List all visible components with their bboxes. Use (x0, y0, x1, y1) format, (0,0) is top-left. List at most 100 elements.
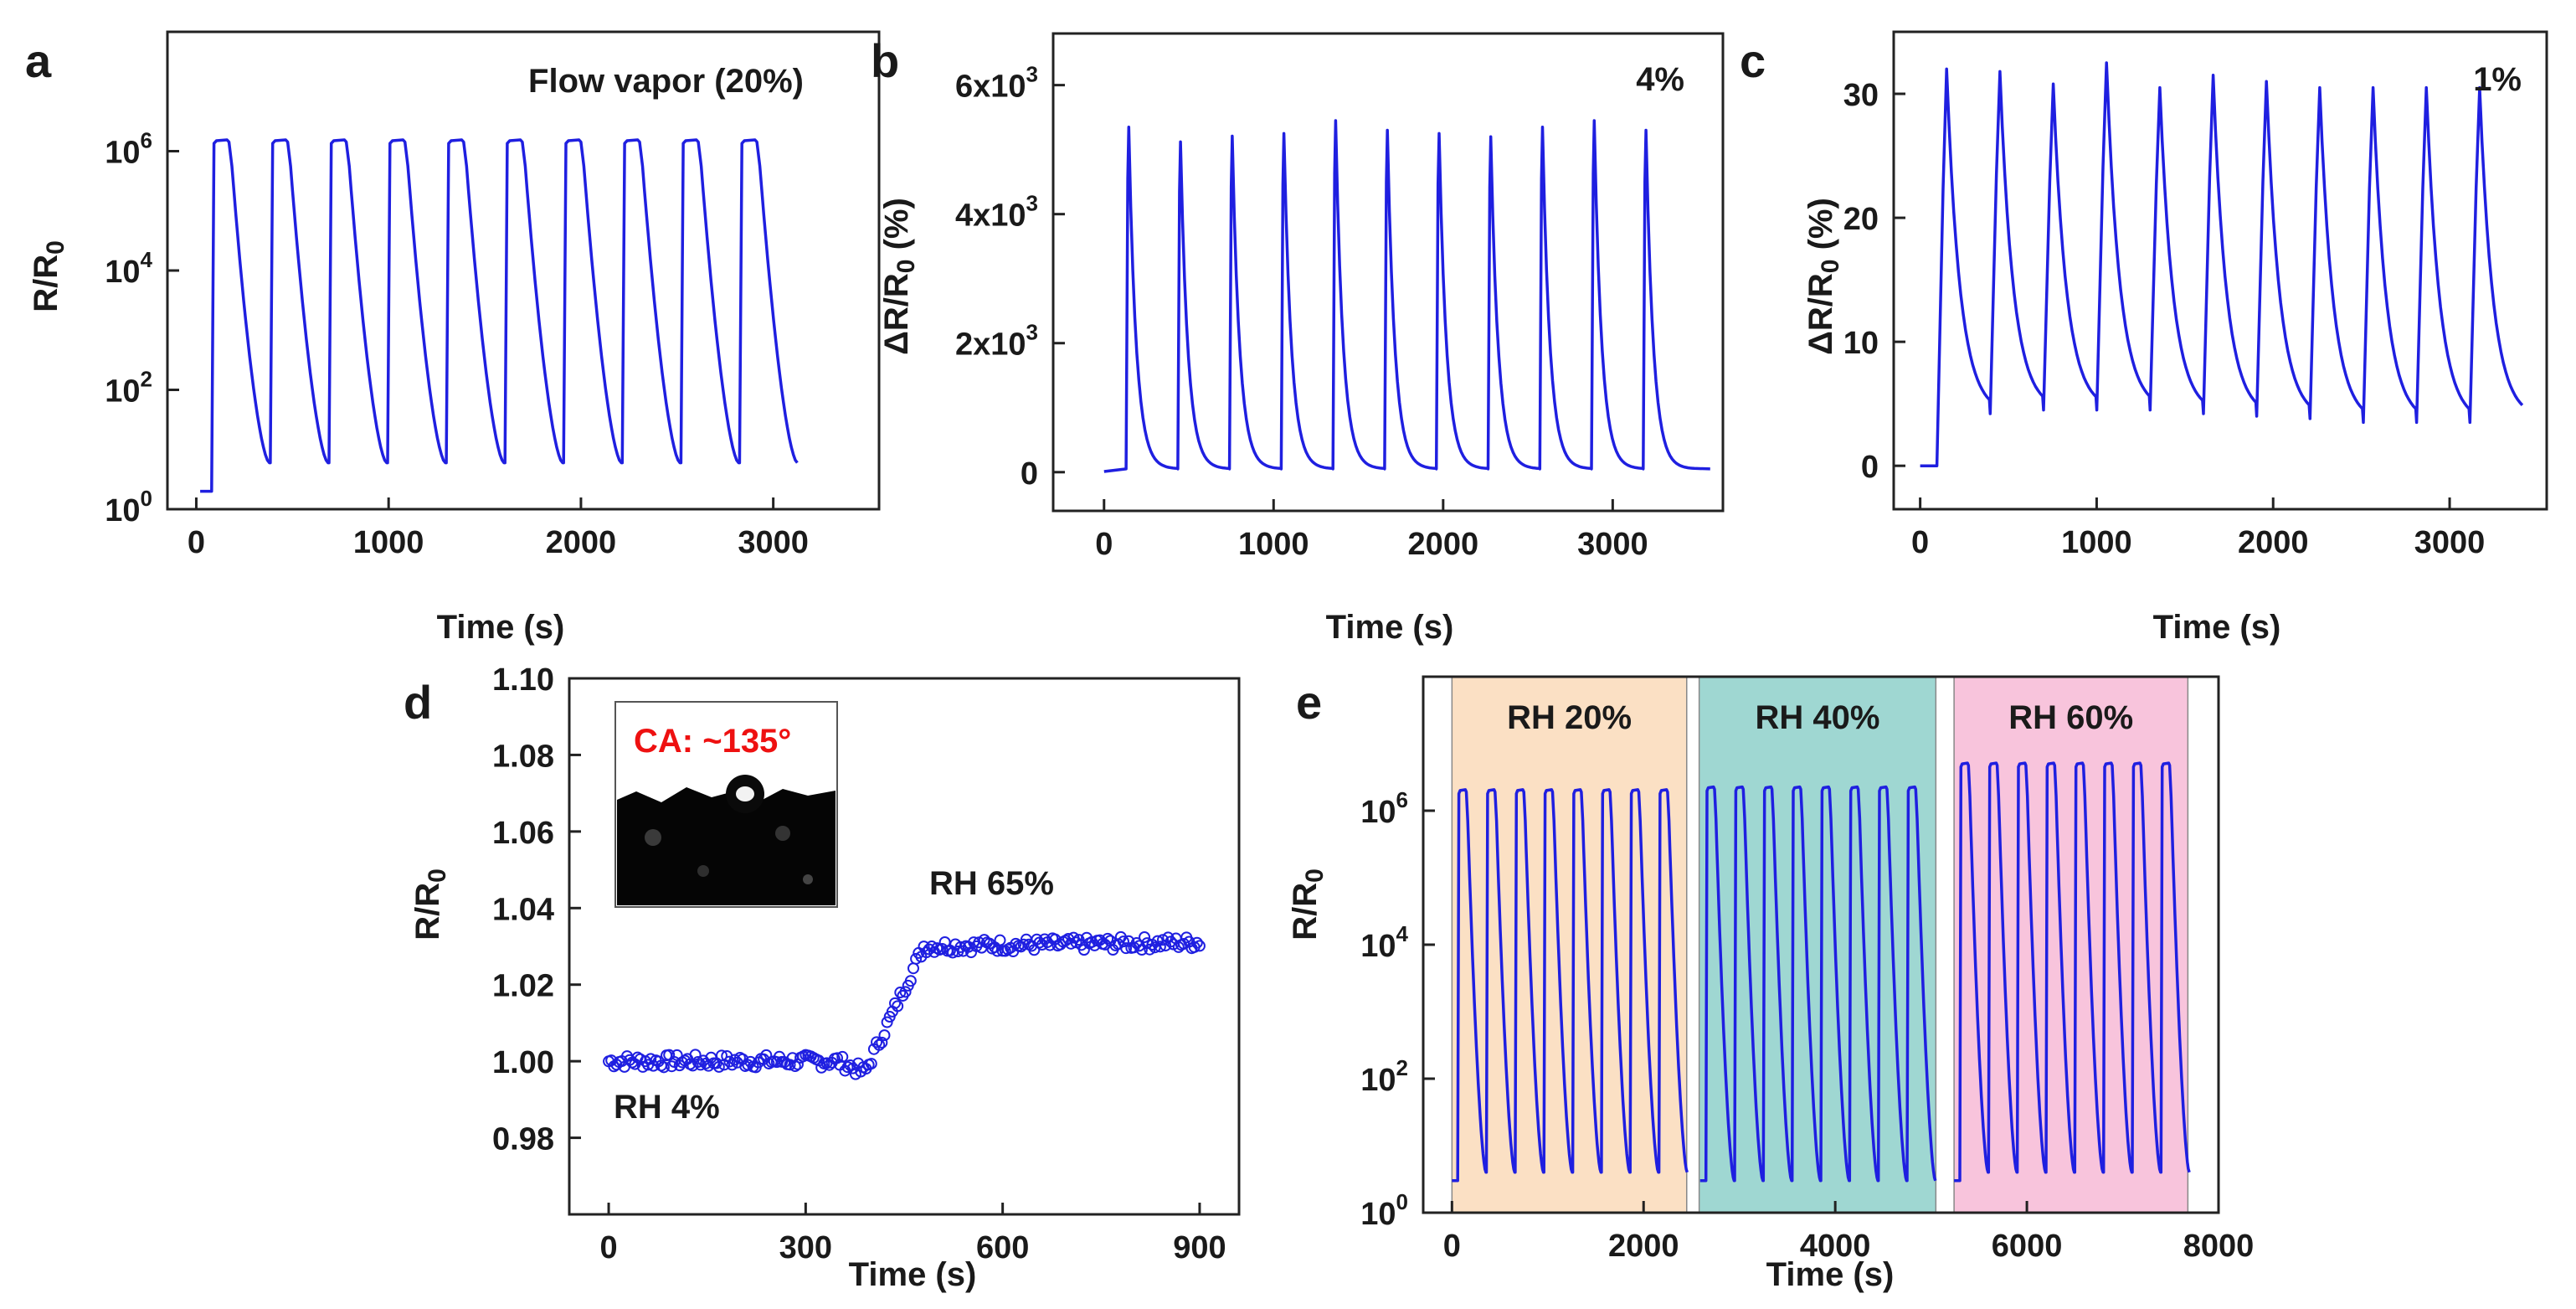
data-point (994, 934, 1006, 946)
data-point (728, 1054, 741, 1066)
droplet-highlight (736, 786, 754, 801)
series-line-0 (1920, 61, 2524, 467)
x-tick-label: 1000 (1238, 527, 1309, 562)
x-axis-label: Time (s) (2153, 609, 2281, 646)
data-point (1193, 940, 1206, 952)
y-tick-label: 30 (1843, 78, 1879, 113)
y-tick-label: 100 (1360, 1189, 1408, 1232)
rh-region-label: RH 40% (1756, 699, 1880, 736)
x-axis-label: Time (s) (437, 609, 565, 646)
data-point (844, 1059, 856, 1071)
panel-letter: c (1740, 34, 1766, 87)
y-axis-label: R/R0 (28, 240, 69, 312)
y-tick-label: 6x103 (955, 62, 1038, 105)
series-line-1 (1699, 785, 1937, 1183)
substrate-surface (617, 787, 836, 905)
panel-a: a 0 1000 2000 3000 100 102 104 106 Flow vapor (… (25, 30, 881, 646)
data-point (1117, 935, 1129, 948)
plot-a-area: 0 1000 2000 3000 100 102 104 106 (105, 30, 881, 560)
plot-frame (166, 30, 881, 511)
series-line-0 (1103, 119, 1710, 473)
x-tick-label: 0 (599, 1230, 617, 1265)
data-point (878, 1029, 891, 1042)
annotation-rh-high: RH 65% (929, 865, 1054, 902)
x-tick-label: 0 (1911, 525, 1929, 560)
y-tick-label: 106 (1360, 787, 1408, 830)
data-point (831, 1052, 843, 1064)
data-point (841, 1061, 854, 1074)
annotation-concentration: 1% (2473, 61, 2522, 98)
data-point (723, 1055, 736, 1068)
panel-b: b 0 1000 2000 3000 0 2x103 4x103 6x103 4% Time … (871, 32, 1725, 646)
y-tick-label: 1.00 (492, 1045, 554, 1080)
y-tick-label: 0.98 (492, 1122, 554, 1157)
data-point (1139, 930, 1151, 943)
plot-d-area: 0 300 600 900 0.98 1.00 1.02 1.04 1.06 1.08 1.10 (492, 662, 1241, 1265)
data-point (899, 986, 912, 998)
plot-frame (1051, 32, 1725, 513)
x-tick-label: 3000 (2414, 525, 2486, 560)
x-axis-label: Time (s) (1766, 1256, 1895, 1293)
data-point (865, 1058, 877, 1070)
rh-region-label: RH 60% (2008, 699, 2133, 736)
y-tick-label: 104 (105, 247, 152, 290)
y-tick-label: 1.10 (492, 662, 554, 698)
y-tick-label: 20 (1843, 202, 1879, 237)
panel-e: e RH 20% RH 40% RH 60% 0 2000 4000 6000 8000 100… (1287, 675, 2255, 1293)
x-tick-label: 2000 (546, 525, 617, 560)
contact-angle-label: CA: ~135° (634, 723, 791, 760)
data-point (873, 1038, 886, 1051)
x-tick-label: 300 (779, 1230, 832, 1265)
panel-letter: b (871, 34, 899, 87)
data-point (1102, 932, 1114, 945)
plot-e-area: RH 20% RH 40% RH 60% 0 2000 4000 6000 8000 100 10… (1360, 675, 2255, 1264)
data-point (789, 1060, 801, 1073)
y-axis-label: R/R0 (1287, 868, 1329, 941)
data-point (936, 942, 949, 955)
y-tick-label: 10 (1843, 326, 1879, 361)
panel-letter: a (25, 34, 52, 87)
y-tick-label: 100 (105, 486, 152, 528)
data-point (907, 962, 919, 975)
data-point (791, 1058, 804, 1070)
data-point (770, 1056, 783, 1069)
panel-letter: d (404, 676, 432, 729)
data-point (836, 1050, 849, 1063)
data-point (1190, 936, 1203, 949)
y-tick-label: 1.04 (492, 892, 554, 927)
x-tick-label: 600 (976, 1230, 1029, 1265)
x-tick-label: 8000 (2183, 1229, 2255, 1264)
data-point (889, 997, 902, 1009)
plot-c-area: 0 1000 2000 3000 0 10 20 30 (1843, 30, 2548, 560)
x-tick-label: 900 (1173, 1230, 1226, 1265)
plot-frame (1892, 30, 2548, 511)
surface-texture (697, 865, 709, 877)
x-tick-label: 3000 (1577, 527, 1648, 562)
rh-region-0 (1451, 676, 1688, 1214)
data-point (645, 1053, 657, 1065)
rh-region-1 (1698, 676, 1937, 1214)
surface-texture (645, 829, 661, 846)
data-point (1154, 941, 1166, 953)
x-tick-label: 0 (1095, 527, 1113, 562)
plot-b-area: 0 1000 2000 3000 0 2x103 4x103 6x103 (955, 32, 1725, 562)
y-axis-label: ΔR/R0 (%) (1802, 198, 1844, 355)
annotation-concentration: 4% (1636, 61, 1684, 98)
x-tick-label: 1000 (2061, 525, 2132, 560)
data-point (689, 1049, 702, 1061)
panel-letter: e (1296, 676, 1322, 729)
data-point (784, 1059, 796, 1071)
data-point (894, 987, 907, 999)
x-axis-label: Time (s) (1326, 609, 1454, 646)
surface-texture (803, 874, 813, 884)
x-tick-label: 3000 (738, 525, 809, 560)
y-tick-label: 1.08 (492, 739, 554, 774)
rh-region-label: RH 20% (1507, 699, 1632, 736)
x-tick-label: 0 (1443, 1229, 1461, 1264)
y-tick-label: 0 (1021, 456, 1038, 492)
data-point (910, 952, 923, 965)
data-point (904, 975, 917, 987)
annotation-rh-low: RH 4% (614, 1089, 720, 1126)
panel-c: c 0 1000 2000 3000 0 10 20 30 1% Time (s) ΔR/R0… (1740, 30, 2548, 646)
